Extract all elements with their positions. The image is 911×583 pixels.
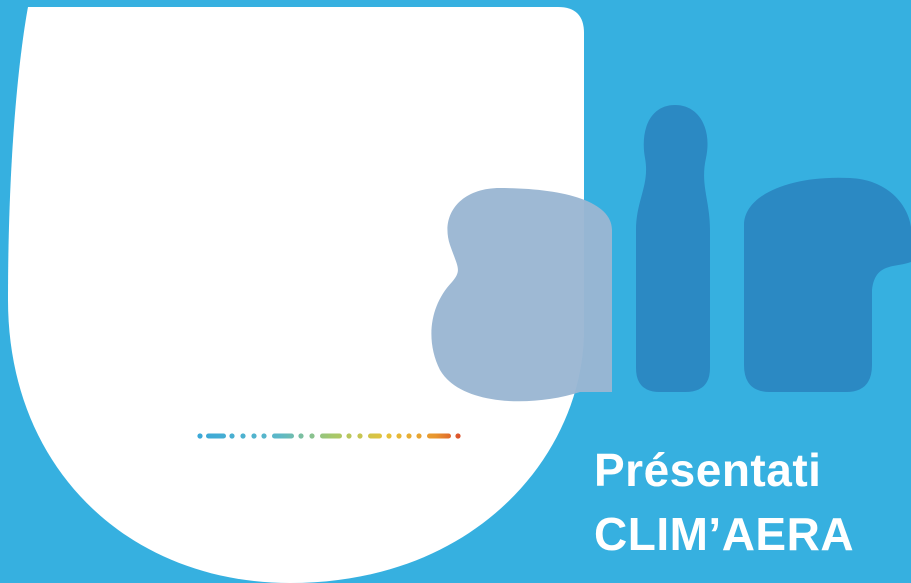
logo-letter-r xyxy=(744,177,911,392)
title-line-1: Présentati xyxy=(594,444,822,496)
title-line-2: CLIM’AERA xyxy=(594,508,855,560)
logo-letter-i xyxy=(636,105,710,392)
presentation-title: Présentati CLIM’AERA xyxy=(594,438,854,566)
logo-letter-a xyxy=(431,188,612,402)
